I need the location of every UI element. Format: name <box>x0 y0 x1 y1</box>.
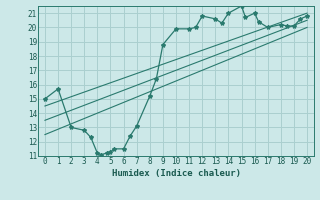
X-axis label: Humidex (Indice chaleur): Humidex (Indice chaleur) <box>111 169 241 178</box>
